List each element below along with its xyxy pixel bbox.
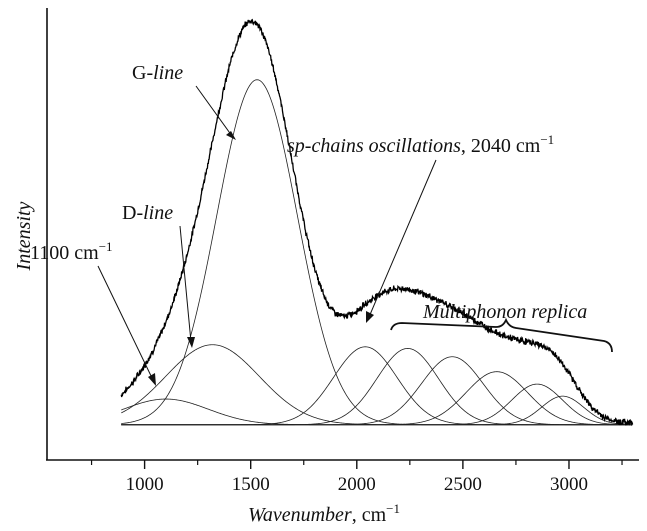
annotation-sp-chains-sup: −1 (540, 132, 554, 147)
annotation-1100cm-sup: −1 (99, 239, 113, 254)
x-tick-label: 2500 (444, 474, 482, 495)
annotation-1100cm: 1100 cm−1 (30, 239, 113, 264)
annotation-g-line: G-line (132, 62, 183, 84)
component-peak-2850 (121, 383, 633, 426)
annotation-g-line-prefix: G- (132, 62, 153, 84)
component-peak-2240 (121, 348, 633, 426)
annotation-g-line-italic: line (153, 62, 183, 84)
component-peak-2040 (121, 346, 633, 426)
annotation-sp-chains-italic: sp-chains oscillations (287, 135, 461, 157)
measured-spectrum-line (120, 18, 634, 427)
x-axis-title: Wavenumber, cm−1 (248, 501, 400, 526)
y-axis-title: Intensity (13, 201, 35, 271)
x-ticks: 1000 1500 2000 2500 3000 (90, 460, 623, 495)
annotation-sp-chains-suffix: , 2040 cm (461, 135, 541, 157)
annotation-g-line-arrow (195, 85, 233, 137)
x-axis-title-main: Wavenumber (248, 504, 352, 526)
component-peak-2660 (121, 371, 633, 426)
measured-spectrum (120, 18, 634, 427)
annotation-sp-chains-arrowhead (366, 311, 374, 323)
annotation-multiphonon: Multiphonon replica (422, 301, 587, 323)
annotation-g-line-arrowhead (226, 131, 236, 140)
annotation-1100cm-arrowhead (148, 373, 156, 386)
annotation-sp-chains-arrow (368, 159, 437, 318)
annotation-d-line: D-line (122, 202, 173, 224)
annotation-d-line-italic: line (143, 202, 173, 224)
annotation-1100cm-prefix: 1100 cm (30, 242, 99, 264)
annotation-d-line-arrow (179, 225, 192, 343)
component-peak-2970 (121, 395, 633, 426)
annotation-d-line-prefix: D- (122, 202, 143, 224)
annotation-1100cm-arrow (97, 265, 154, 381)
annotation-sp-chains: sp-chains oscillations, 2040 cm−1 (287, 132, 554, 157)
x-tick-label: 1000 (126, 474, 164, 495)
x-axis-title-sup: −1 (386, 501, 400, 516)
multiphonon-brace (390, 317, 613, 353)
component-peak-1530 (121, 79, 633, 426)
x-tick-label: 2000 (338, 474, 376, 495)
fitted-components (121, 79, 633, 426)
component-peak-2450 (121, 356, 633, 426)
x-axis-title-unit: , cm (352, 504, 387, 526)
annotations: G-line D-line 1100 cm−1 sp-chains oscill… (30, 62, 613, 386)
x-tick-label: 1500 (232, 474, 270, 495)
x-tick-label: 3000 (550, 474, 588, 495)
annotation-d-line-arrowhead (187, 337, 195, 348)
